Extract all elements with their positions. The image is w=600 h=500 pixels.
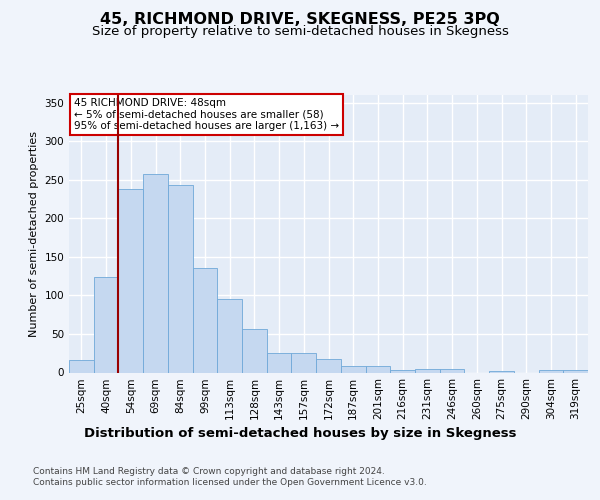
Bar <box>242 330 267 372</box>
Bar <box>341 366 365 372</box>
Bar <box>267 353 292 372</box>
Bar <box>217 300 242 372</box>
Bar <box>118 189 143 372</box>
Y-axis label: Number of semi-detached properties: Number of semi-detached properties <box>29 130 39 337</box>
Text: 45, RICHMOND DRIVE, SKEGNESS, PE25 3PQ: 45, RICHMOND DRIVE, SKEGNESS, PE25 3PQ <box>100 12 500 28</box>
Bar <box>292 353 316 372</box>
Bar <box>489 371 514 372</box>
Text: Distribution of semi-detached houses by size in Skegness: Distribution of semi-detached houses by … <box>84 428 516 440</box>
Bar <box>390 370 415 372</box>
Bar <box>69 360 94 372</box>
Bar <box>143 174 168 372</box>
Bar <box>193 268 217 372</box>
Bar <box>168 185 193 372</box>
Text: Size of property relative to semi-detached houses in Skegness: Size of property relative to semi-detach… <box>92 25 508 38</box>
Bar <box>94 277 118 372</box>
Bar <box>365 366 390 372</box>
Bar <box>316 358 341 372</box>
Text: 45 RICHMOND DRIVE: 48sqm
← 5% of semi-detached houses are smaller (58)
95% of se: 45 RICHMOND DRIVE: 48sqm ← 5% of semi-de… <box>74 98 340 131</box>
Bar <box>415 368 440 372</box>
Bar <box>563 370 588 372</box>
Bar <box>539 370 563 372</box>
Bar <box>440 368 464 372</box>
Text: Contains HM Land Registry data © Crown copyright and database right 2024.
Contai: Contains HM Land Registry data © Crown c… <box>33 468 427 487</box>
